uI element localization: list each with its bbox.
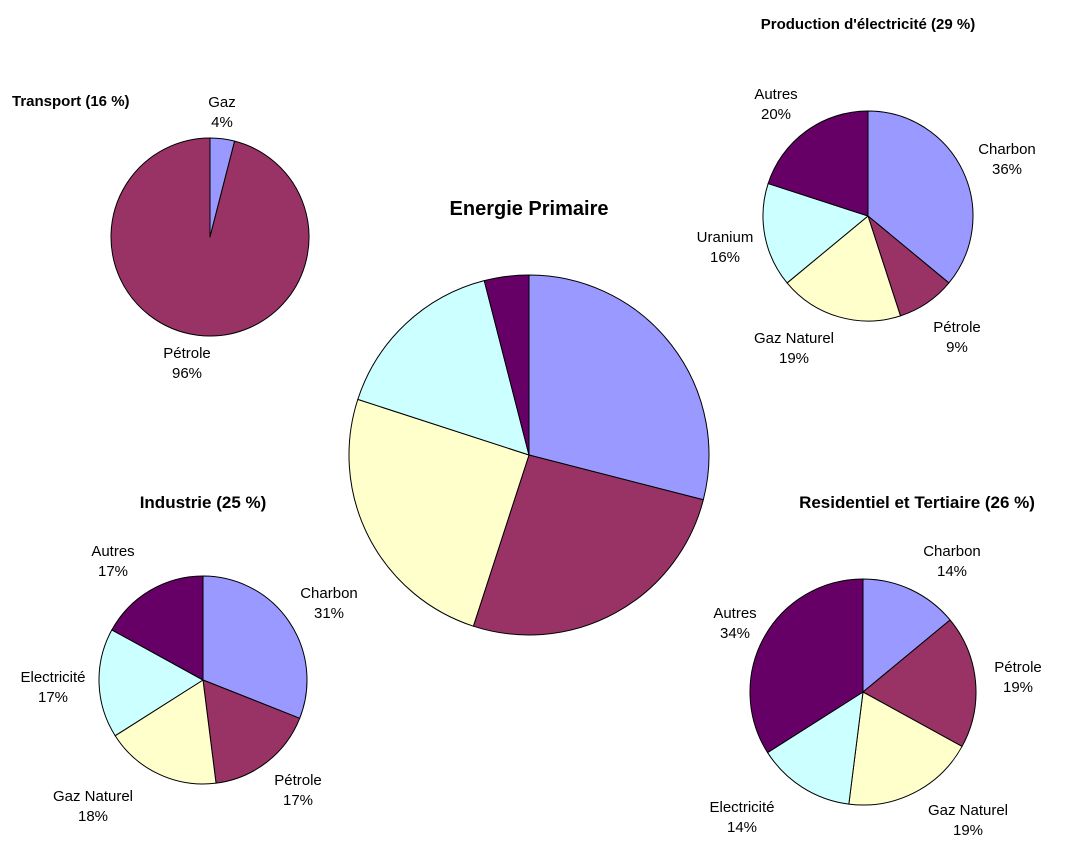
slice-label-petrole: Pétrole: [933, 319, 981, 336]
slice-value-gaz-naturel: 19%: [779, 350, 809, 367]
pie-slice-autres: [767, 110, 869, 217]
slice-value-electricite: 17%: [38, 689, 68, 706]
slice-label-gaz-naturel: Gaz Naturel: [928, 802, 1008, 819]
pie-chart-industrie-25: Industrie (25 %) Charbon 31% Pétrole 17% Gaz …: [20, 493, 357, 825]
slice-label-petrole: Pétrole: [163, 345, 211, 362]
chart-title: Industrie (25 %): [140, 493, 267, 512]
pie-slice-uranium: [357, 280, 530, 456]
slice-label-autres: Autres: [754, 86, 797, 103]
pie-slice-charbon: [528, 274, 710, 501]
slice-value-uranium: 16%: [710, 249, 740, 266]
chart-title: Energie Primaire: [450, 198, 609, 220]
slice-value-petrole: 19%: [1003, 679, 1033, 696]
slice-label-charbon: Charbon: [978, 141, 1036, 158]
pie-chart-energie-primaire: Energie Primaire: [348, 198, 710, 636]
pie-slice-petrole: [110, 137, 310, 337]
slice-label-gaz-naturel: Gaz Naturel: [53, 788, 133, 805]
slice-value-charbon: 31%: [314, 605, 344, 622]
slice-value-gaz: 4%: [211, 114, 233, 131]
slice-label-charbon: Charbon: [300, 585, 358, 602]
chart-title: Production d'électricité (29 %): [761, 16, 975, 33]
chart-title: Transport (16 %): [12, 93, 130, 110]
slice-value-autres: 34%: [720, 625, 750, 642]
slice-label-autres: Autres: [713, 605, 756, 622]
pie-slice-autres: [483, 274, 530, 456]
pie-slice-gaz-naturel: [348, 398, 530, 627]
slice-value-petrole: 9%: [946, 339, 968, 356]
slice-label-uranium: Uranium: [697, 229, 754, 246]
slice-label-charbon: Charbon: [923, 543, 981, 560]
slice-label-electricite: Electricité: [20, 669, 85, 686]
slice-label-electricite: Electricité: [709, 799, 774, 816]
pie-slice-gaz-naturel: [786, 215, 901, 322]
slice-value-electricite: 14%: [727, 819, 757, 836]
slice-value-autres: 20%: [761, 106, 791, 123]
pie-chart-transport-16: Transport (16 %) Gaz 4% Pétrole 96%: [12, 93, 310, 382]
pie-slice-charbon: [862, 578, 951, 693]
slice-value-autres: 17%: [98, 563, 128, 580]
slice-value-charbon: 14%: [937, 563, 967, 580]
pie-slice-uranium: [762, 183, 869, 284]
pie-chart-residentiel-et-tertiaire-26: Residentiel et Tertiaire (26 %) Charbon 14…: [709, 493, 1041, 839]
pie-slice-petrole: [472, 454, 704, 636]
slice-value-petrole: 17%: [283, 792, 313, 809]
slice-label-autres: Autres: [91, 543, 134, 560]
slice-value-gaz-naturel: 19%: [953, 822, 983, 839]
pie-slice-charbon: [202, 575, 308, 719]
pie-slice-autres: [749, 578, 864, 754]
slice-label-gaz: Gaz: [208, 94, 236, 111]
pie-slice-autres: [111, 575, 204, 681]
pie-slice-petrole: [202, 679, 301, 784]
chart-title: Residentiel et Tertiaire (26 %): [799, 493, 1035, 512]
slice-value-charbon: 36%: [992, 161, 1022, 178]
slice-value-petrole: 96%: [172, 365, 202, 382]
slice-value-gaz-naturel: 18%: [78, 808, 108, 825]
pie-slice-petrole: [862, 619, 977, 747]
pie-slice-electricite: [767, 691, 864, 805]
pie-slice-electricite: [98, 629, 204, 737]
slice-label-petrole: Pétrole: [994, 659, 1042, 676]
slice-label-gaz-naturel: Gaz Naturel: [754, 330, 834, 347]
slice-label-petrole: Pétrole: [274, 772, 322, 789]
pie-slice-gaz-naturel: [114, 679, 217, 785]
pie-slice-charbon: [867, 110, 974, 284]
pie-chart-production-d-electricite-29: Production d'électricité (29 %) Charbon 36…: [697, 16, 1036, 367]
pie-slice-gaz-naturel: [848, 691, 963, 806]
